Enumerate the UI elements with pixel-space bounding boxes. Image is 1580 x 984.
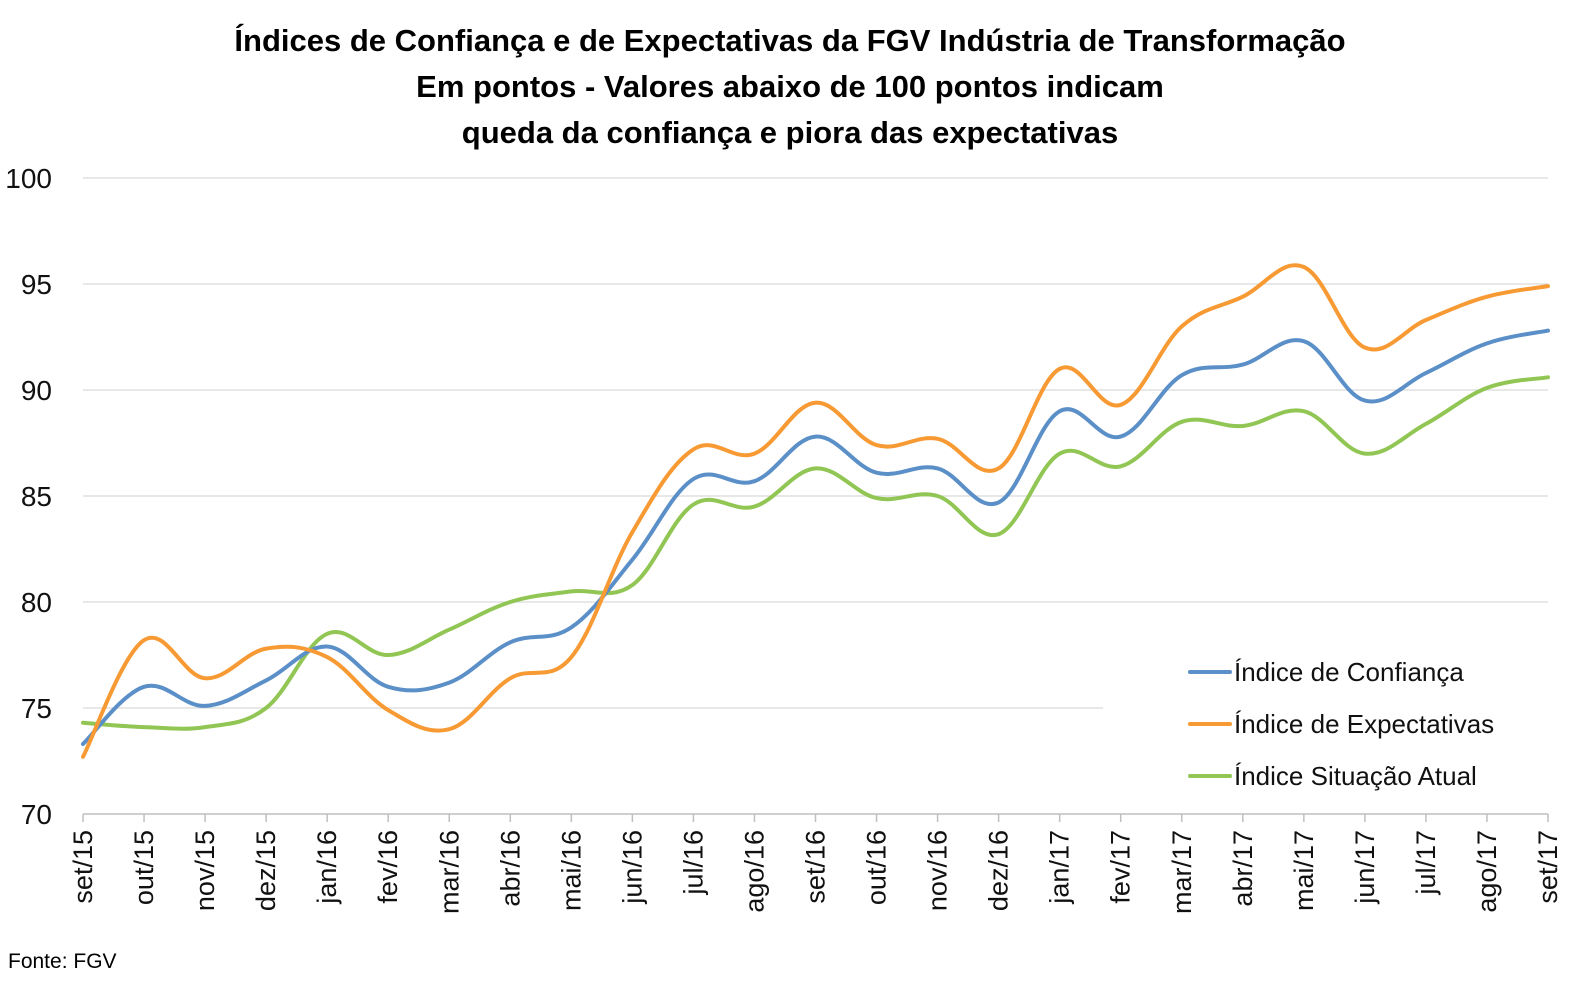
x-tick-label: mai/17 <box>1289 830 1319 911</box>
gridlines <box>83 177 1548 709</box>
legend-item-situacao-atual: Índice Situação Atual <box>1188 750 1558 802</box>
legend-label-situacao-atual: Índice Situação Atual <box>1234 760 1477 791</box>
x-tick-label: out/15 <box>129 830 159 905</box>
source-note: Fonte: FGV <box>8 950 117 973</box>
x-tick-label: set/17 <box>1533 830 1563 904</box>
series-line-1 <box>81 263 1550 759</box>
x-tick-label: jul/17 <box>1411 830 1441 896</box>
x-tick-label: nov/15 <box>190 830 220 911</box>
x-tick-label: dez/16 <box>984 830 1014 911</box>
y-tick-label: 85 <box>21 481 52 512</box>
legend-label-expectativas: Índice de Expectativas <box>1234 708 1495 739</box>
x-tick-label: jul/16 <box>678 830 708 896</box>
x-tick-label: jun/16 <box>617 830 647 905</box>
x-tick-label: ago/17 <box>1472 830 1502 913</box>
chart-title: Índices de Confiança e de Expectativas d… <box>0 18 1580 156</box>
x-tick-label: jun/17 <box>1350 830 1380 905</box>
y-tick-label: 95 <box>21 269 52 300</box>
chart-title-line-3: queda da confiança e piora das expectati… <box>461 115 1119 150</box>
x-tick-label: ago/16 <box>739 830 769 913</box>
legend-swatch-situacao-atual <box>1188 774 1232 778</box>
x-tick-label: jan/16 <box>312 830 342 905</box>
x-tick-label: abr/17 <box>1228 830 1258 907</box>
x-tick-label: jan/17 <box>1045 830 1075 905</box>
x-tick-label: nov/16 <box>923 830 953 911</box>
x-tick-label: mar/16 <box>434 830 464 914</box>
x-tick-label: fev/17 <box>1106 830 1136 904</box>
chart-title-line-2: Em pontos - Valores abaixo de 100 pontos… <box>416 69 1164 104</box>
legend-swatch-expectativas <box>1188 722 1232 726</box>
x-tick-label: dez/15 <box>251 830 281 911</box>
y-axis: 70 75 80 85 90 95 100 <box>5 163 52 830</box>
legend-item-expectativas: Índice de Expectativas <box>1188 698 1558 750</box>
x-tick-label: mai/16 <box>556 830 586 911</box>
y-tick-label: 70 <box>21 799 52 830</box>
x-tick-label: out/16 <box>862 830 892 905</box>
series-line-0 <box>81 328 1550 746</box>
series-line-2 <box>81 375 1550 731</box>
legend-item-confianca: Índice de Confiança <box>1188 646 1558 698</box>
y-tick-label: 100 <box>5 163 52 194</box>
x-tick-label: fev/16 <box>373 830 403 904</box>
x-axis: set/15 out/15 nov/15 dez/15 jan/16 fev/16 mar/… <box>68 813 1563 914</box>
y-tick-label: 80 <box>21 587 52 618</box>
y-tick-label: 75 <box>21 693 52 724</box>
x-tick-label: mar/17 <box>1167 830 1197 914</box>
x-tick-label: set/16 <box>801 830 831 904</box>
series-lines <box>81 263 1550 759</box>
legend-swatch-confianca <box>1188 670 1232 674</box>
legend-label-confianca: Índice de Confiança <box>1234 656 1464 687</box>
x-tick-label: abr/16 <box>495 830 525 907</box>
chart-title-line-1: Índices de Confiança e de Expectativas d… <box>234 23 1346 58</box>
y-tick-label: 90 <box>21 375 52 406</box>
legend: Índice de Confiança Índice de Expectativ… <box>1188 646 1558 802</box>
x-tick-label: set/15 <box>68 830 98 904</box>
